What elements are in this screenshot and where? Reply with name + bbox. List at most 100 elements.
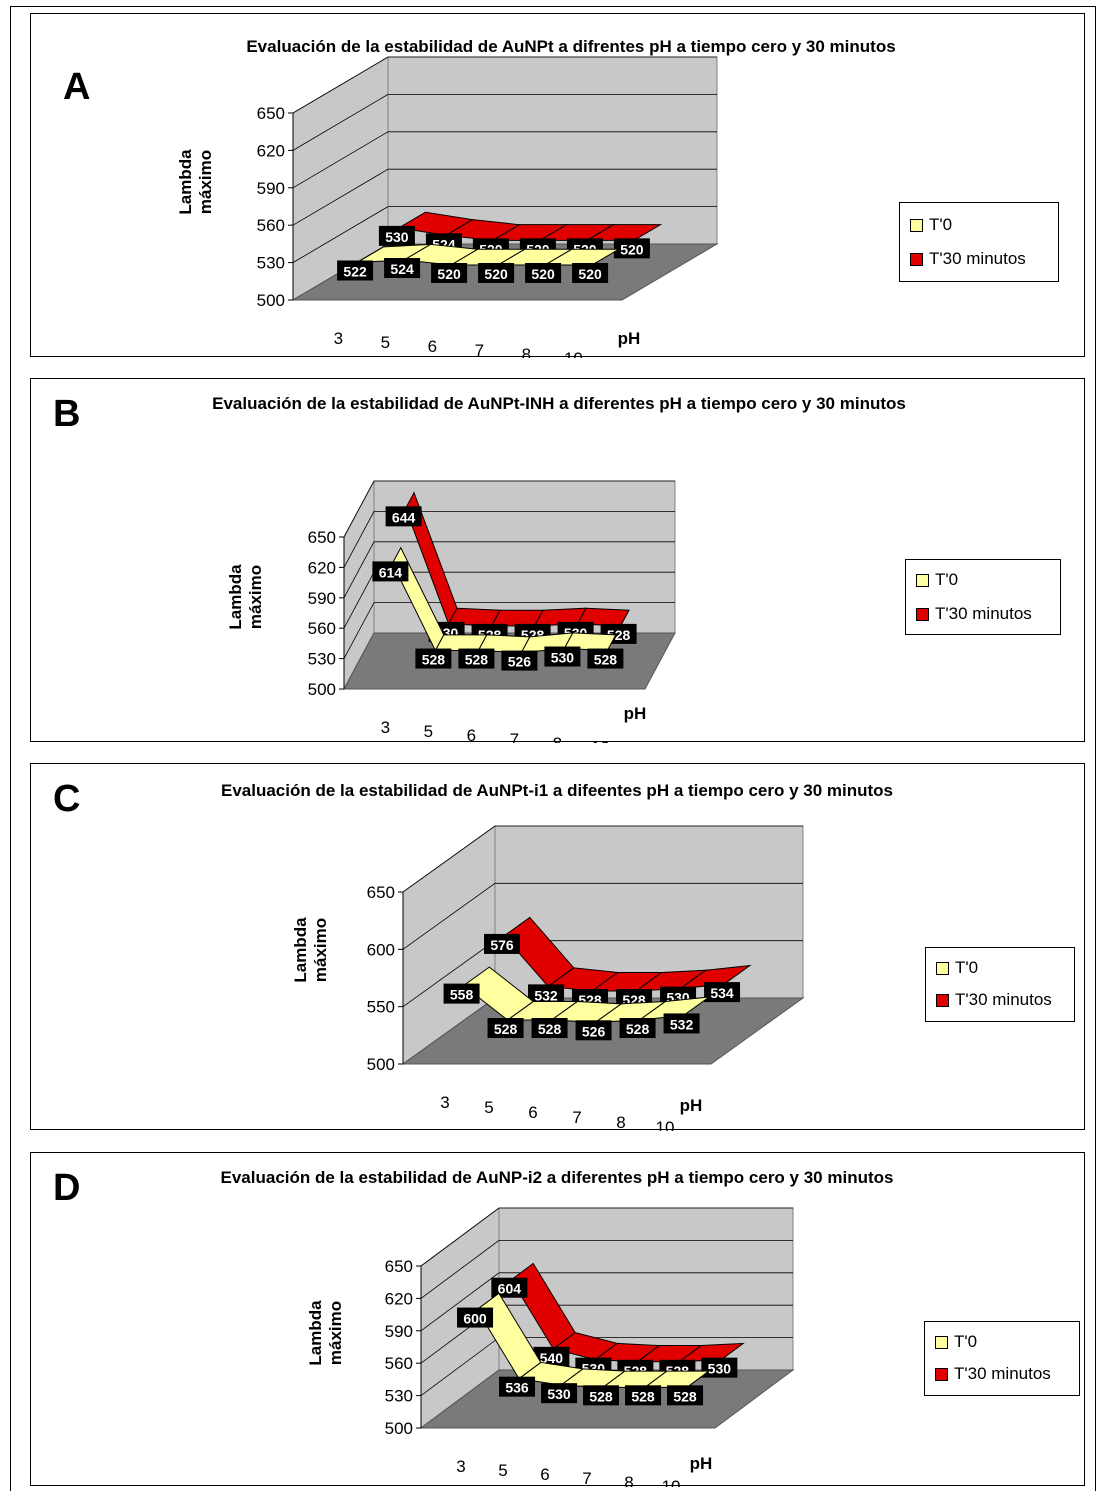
data-label: 614 bbox=[379, 564, 403, 580]
legend-swatch bbox=[936, 993, 949, 1007]
legend-item-t30: T'30 minutos bbox=[910, 249, 1026, 269]
y-tick-label: 530 bbox=[257, 254, 285, 273]
y-tick-label: 620 bbox=[308, 558, 336, 577]
data-label: 600 bbox=[463, 1311, 487, 1327]
legend-label: T'0 bbox=[935, 570, 959, 589]
data-label-box bbox=[478, 262, 515, 283]
data-label-box bbox=[487, 1018, 524, 1039]
data-label-box bbox=[613, 238, 650, 259]
data-label: 540 bbox=[540, 1350, 564, 1366]
data-label: 604 bbox=[498, 1281, 522, 1297]
series-t30-segment bbox=[490, 609, 544, 627]
chart-title: Evaluación de la estabilidad de AuNPt-IN… bbox=[212, 394, 906, 413]
data-label: 528 bbox=[494, 1021, 518, 1037]
panel-letter: C bbox=[53, 778, 81, 820]
y-tick-label: 560 bbox=[385, 1354, 413, 1373]
y-tick-label: 590 bbox=[257, 179, 285, 198]
y-tick-label: 590 bbox=[308, 589, 336, 608]
svg-text:Lambdamáximo: Lambdamáximo bbox=[176, 149, 215, 215]
data-label-box bbox=[525, 262, 562, 283]
panel-letter: B bbox=[53, 393, 81, 435]
chart-title: Evaluación de la estabilidad de AuNPt-i1… bbox=[221, 781, 893, 800]
x-tick-label: 10 bbox=[591, 738, 610, 743]
y-tick-label: 560 bbox=[308, 619, 336, 638]
x-tick-label: 5 bbox=[484, 1098, 493, 1117]
legend-label: T'30 minutos bbox=[954, 1364, 1051, 1383]
x-tick-label: 7 bbox=[572, 1108, 581, 1127]
data-label-box bbox=[337, 260, 374, 281]
data-label: 522 bbox=[343, 263, 367, 279]
data-label: 528 bbox=[465, 652, 489, 668]
x-tick-label: 6 bbox=[467, 726, 476, 743]
data-label: 520 bbox=[531, 266, 555, 282]
data-label: 528 bbox=[626, 1021, 650, 1037]
gridline bbox=[292, 168, 717, 226]
chart-panel-d: D Evaluación de la estabilidad de AuNP-i… bbox=[30, 1152, 1085, 1487]
data-label: 528 bbox=[673, 1388, 697, 1404]
y-axis-label: Lambdamáximo bbox=[291, 917, 330, 983]
data-label: 528 bbox=[538, 1021, 562, 1037]
chart-legend: T'0 T'30 minutos bbox=[925, 947, 1075, 1022]
y-tick-label: 500 bbox=[257, 291, 285, 310]
gridline bbox=[420, 1240, 793, 1299]
chart-panel-a: A Evaluación de la estabilidad de AuNPt … bbox=[30, 13, 1085, 358]
data-label: 520 bbox=[578, 266, 602, 282]
legend-item-t0: T'0 bbox=[936, 958, 978, 978]
data-label: 520 bbox=[437, 266, 461, 282]
legend-item-t30: T'30 minutos bbox=[936, 990, 1052, 1010]
gridline bbox=[343, 602, 675, 659]
data-label-box bbox=[385, 506, 422, 527]
x-tick-label: 6 bbox=[528, 1103, 537, 1122]
data-label-box bbox=[501, 650, 538, 671]
x-tick-label: 6 bbox=[428, 337, 437, 356]
data-label-box bbox=[572, 262, 609, 283]
svg-text:Lambdamáximo: Lambdamáximo bbox=[306, 1300, 345, 1366]
gridline bbox=[292, 94, 717, 151]
data-label: 576 bbox=[490, 937, 514, 953]
legend-swatch bbox=[910, 218, 923, 232]
chart-canvas: Evaluación de la estabilidad de AuNPt-IN… bbox=[212, 394, 906, 743]
data-label-box bbox=[541, 1383, 578, 1404]
data-label-box bbox=[663, 1013, 700, 1034]
x-axis-label: pH bbox=[680, 1096, 703, 1115]
data-label: 534 bbox=[710, 985, 734, 1001]
legend-label: T'0 bbox=[955, 958, 979, 977]
y-tick-label: 650 bbox=[385, 1257, 413, 1276]
data-label-box bbox=[457, 1307, 494, 1328]
x-tick-label: 8 bbox=[624, 1473, 633, 1487]
legend-item-t30: T'30 minutos bbox=[916, 604, 1032, 624]
y-tick-label: 500 bbox=[385, 1419, 413, 1438]
data-label: 530 bbox=[708, 1361, 732, 1377]
data-label: 520 bbox=[620, 241, 644, 257]
x-tick-label: 10 bbox=[662, 1477, 681, 1487]
data-label: 528 bbox=[594, 652, 618, 668]
data-label-box bbox=[704, 982, 741, 1003]
data-label-box bbox=[431, 262, 468, 283]
legend-label: T'30 minutos bbox=[935, 604, 1032, 623]
y-axis-label: Lambdamáximo bbox=[176, 149, 215, 215]
data-label: 526 bbox=[508, 654, 532, 670]
x-tick-label: 3 bbox=[440, 1093, 449, 1112]
data-label-box bbox=[484, 933, 521, 954]
panel-letter: A bbox=[63, 66, 91, 108]
svg-text:Lambdamáximo: Lambdamáximo bbox=[291, 917, 330, 983]
data-label-box bbox=[499, 1376, 536, 1397]
data-label-box bbox=[701, 1357, 738, 1378]
chart-legend: T'0 T'30 minutos bbox=[899, 202, 1059, 282]
x-tick-label: 10 bbox=[656, 1118, 675, 1131]
legend-label: T'0 bbox=[954, 1332, 978, 1351]
x-tick-label: 8 bbox=[522, 345, 531, 358]
legend-label: T'30 minutos bbox=[955, 990, 1052, 1009]
legend-label: T'0 bbox=[929, 215, 953, 234]
data-label-box bbox=[372, 561, 409, 582]
legend-swatch bbox=[935, 1367, 948, 1381]
data-label: 530 bbox=[547, 1386, 571, 1402]
y-tick-label: 530 bbox=[385, 1387, 413, 1406]
chart-canvas: Evaluación de la estabilidad de AuNPt-i1… bbox=[221, 781, 893, 1131]
data-label-box bbox=[587, 648, 624, 669]
x-tick-label: 7 bbox=[475, 341, 484, 358]
data-label: 528 bbox=[422, 652, 446, 668]
chart-title: Evaluación de la estabilidad de AuNPt a … bbox=[246, 37, 895, 56]
gridline bbox=[402, 825, 803, 893]
data-label: 536 bbox=[505, 1380, 529, 1396]
